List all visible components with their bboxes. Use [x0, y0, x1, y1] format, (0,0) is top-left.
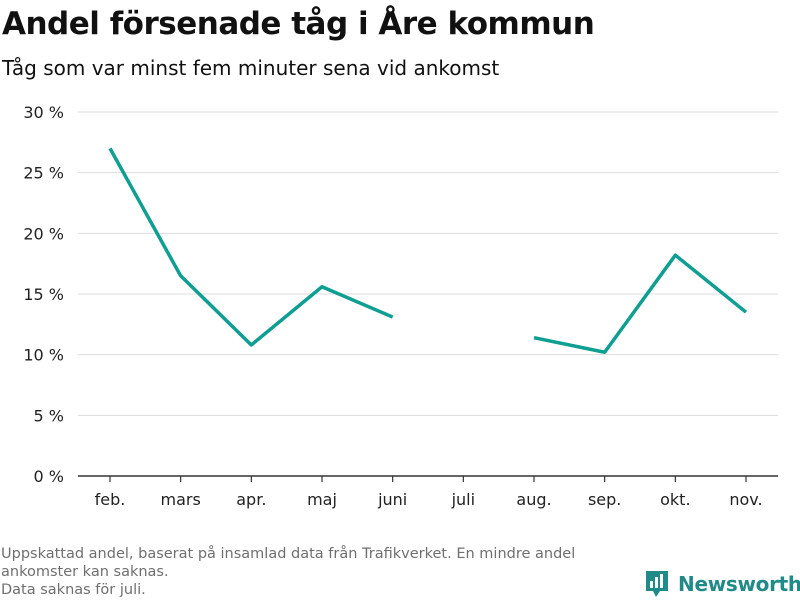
x-tick-label: juni [377, 490, 407, 509]
y-tick-label: 30 % [23, 103, 64, 122]
x-tick-label: mars [161, 490, 201, 509]
series-lines [108, 147, 748, 354]
gridlines [78, 111, 778, 416]
y-tick-label: 0 % [34, 467, 64, 486]
newsworthy-logo-icon [646, 571, 668, 597]
x-tick-label: sep. [588, 490, 621, 509]
footnote-line-1: Uppskattad andel, baserat på insamlad da… [1, 546, 576, 580]
y-tick-label: 10 % [23, 346, 64, 365]
x-tick-label: nov. [729, 490, 762, 509]
chart-subtitle: Tåg som var minst fem minuter sena vid a… [2, 56, 500, 80]
y-tick-label: 20 % [23, 224, 64, 243]
x-tick-label: maj [307, 490, 337, 509]
brand-name: Newsworthy [678, 572, 800, 596]
x-tick-label: apr. [236, 490, 266, 509]
x-tick-label: okt. [660, 490, 690, 509]
footnote: Uppskattad andel, baserat på insamlad da… [1, 545, 641, 599]
y-tick-label: 25 % [23, 164, 64, 183]
y-tick-label: 5 % [34, 406, 64, 425]
x-tick-label: feb. [95, 490, 126, 509]
footnote-line-2: Data saknas för juli. [1, 582, 146, 598]
x-tick-label: aug. [516, 490, 551, 509]
series-line-segment [108, 147, 394, 347]
brand-logo: Newsworthy [644, 568, 800, 600]
y-tick-label: 15 % [23, 285, 64, 304]
series-line-segment [533, 253, 748, 354]
x-tick-label: juli [451, 490, 475, 509]
chart-title: Andel försenade tåg i Åre kommun [2, 6, 595, 42]
y-axis-ticks: 0 % 5 % 10 % 15 % 20 % 25 % 30 % [23, 103, 64, 486]
line-chart: 0 % 5 % 10 % 15 % 20 % 25 % 30 % feb. mars apr. m… [23, 103, 778, 509]
x-axis-ticks: feb. mars apr. maj juni juli aug. sep. okt. nov. [95, 476, 763, 509]
